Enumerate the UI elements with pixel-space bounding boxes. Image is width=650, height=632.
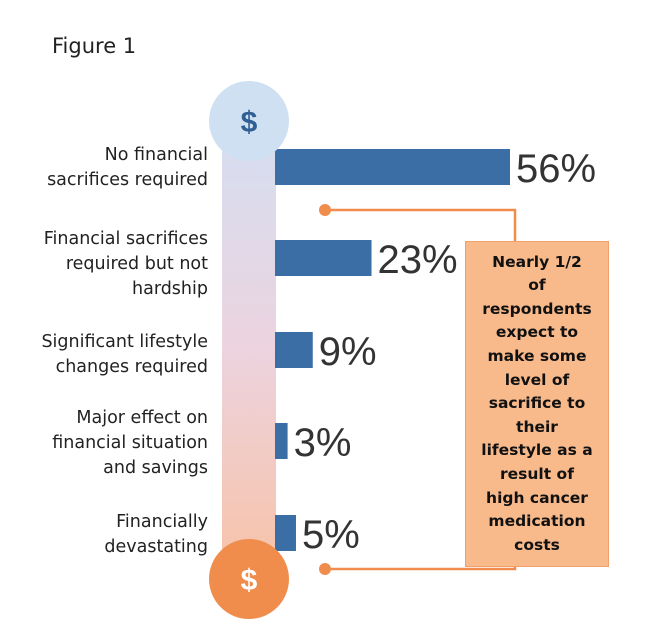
value-label-5: 5% <box>302 513 360 557</box>
callout-line: expect to <box>495 323 579 342</box>
connector-dot-bottom <box>319 563 331 575</box>
connector-dot-top <box>319 204 331 216</box>
dollar-symbol: $ <box>241 106 258 139</box>
dollar-icon-bottom: $ <box>209 539 289 619</box>
callout-line: lifestyle as a <box>481 441 593 460</box>
category-label-line: Financially <box>116 512 208 532</box>
bar-3 <box>275 332 313 368</box>
category-label-line: and savings <box>103 458 208 478</box>
category-label-3: Significant lifestyle changes required <box>41 330 208 380</box>
callout-text: Nearly 1/2 of respondents expect to make som… <box>481 251 592 558</box>
callout-line: high cancer <box>486 488 588 507</box>
category-label-line: Significant lifestyle <box>41 332 208 352</box>
category-label-1: No financial sacrifices required <box>47 143 208 193</box>
category-label-line: No financial <box>104 145 208 165</box>
callout-line: result of <box>500 464 574 483</box>
callout-line: level of <box>504 370 570 389</box>
value-label-2: 23% <box>378 238 458 282</box>
category-label-2: Financial sacrifices required but not hard… <box>44 227 208 302</box>
callout-line: Nearly 1/2 <box>492 252 582 271</box>
bar-5 <box>275 515 296 551</box>
bar-4 <box>275 423 288 459</box>
figure-title: Figure 1 <box>52 34 137 58</box>
bar-1 <box>275 149 510 185</box>
value-label-4: 3% <box>294 421 352 465</box>
callout-line: their <box>516 417 558 436</box>
category-label-line: required but not <box>65 254 208 274</box>
callout-line: costs <box>514 535 560 554</box>
category-label-line: changes required <box>55 357 208 377</box>
callout-line: medication <box>488 512 586 531</box>
bar-2 <box>275 240 372 276</box>
gradient-rail <box>222 118 276 580</box>
callout-box: Nearly 1/2 of respondents expect to make som… <box>465 241 609 567</box>
category-label-4: Major effect on financial situation and sa… <box>52 406 208 481</box>
category-label-line: sacrifices required <box>47 170 208 190</box>
category-label-5: Financially devastating <box>104 510 208 560</box>
category-label-line: financial situation <box>52 433 208 453</box>
callout-line: sacrifice to <box>488 394 586 413</box>
value-label-1: 56% <box>516 147 596 191</box>
callout-connectors <box>319 204 517 575</box>
callout-line: respondents <box>482 299 592 318</box>
category-label-line: Major effect on <box>76 408 208 428</box>
callout-line: make some <box>487 347 587 366</box>
category-label-line: devastating <box>104 537 208 557</box>
category-label-line: hardship <box>132 279 208 299</box>
dollar-symbol: $ <box>241 564 258 597</box>
dollar-icon-top: $ <box>209 81 289 161</box>
category-label-line: Financial sacrifices <box>43 229 208 249</box>
callout-line: of <box>528 276 546 295</box>
value-label-3: 9% <box>319 330 377 374</box>
